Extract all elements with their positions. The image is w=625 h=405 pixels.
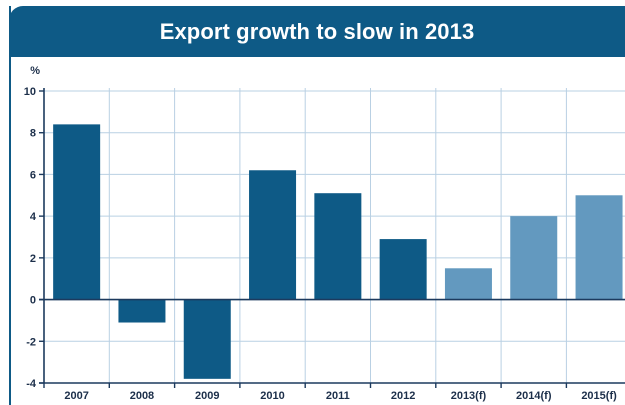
x-tick-label: 2010: [260, 390, 284, 402]
y-tick-label: 0: [30, 295, 36, 307]
y-tick-label: 8: [30, 128, 36, 140]
chart-title: Export growth to slow in 2013: [9, 6, 625, 57]
bar-2008: [118, 299, 166, 323]
y-tick-label: 4: [30, 211, 37, 223]
x-tick-label: 2009: [195, 390, 219, 402]
x-tick-label: 2013(f): [451, 390, 487, 402]
bar-2015(f): [575, 195, 623, 300]
x-tick-label: 2008: [130, 390, 154, 402]
bar-2013(f): [444, 268, 492, 300]
x-tick-label: 2011: [326, 390, 350, 402]
y-tick-label: -4: [26, 378, 37, 390]
bar-2007: [53, 124, 101, 300]
bar-2011: [314, 193, 362, 300]
x-tick-label: 2014(f): [516, 390, 552, 402]
y-tick-label: 2: [30, 253, 36, 265]
y-tick-label: 10: [24, 86, 36, 98]
bar-2012: [379, 239, 427, 300]
x-tick-label: 2007: [64, 390, 88, 402]
y-axis-label: %: [30, 65, 40, 77]
bar-2009: [183, 299, 231, 379]
x-tick-label: 2015(f): [581, 390, 617, 402]
chart-frame: [9, 6, 625, 405]
bar-2010: [249, 170, 297, 300]
y-tick-label: 6: [30, 169, 36, 181]
y-tick-label: -2: [26, 336, 36, 348]
x-tick-label: 2012: [391, 390, 415, 402]
bar-2014(f): [510, 216, 558, 300]
